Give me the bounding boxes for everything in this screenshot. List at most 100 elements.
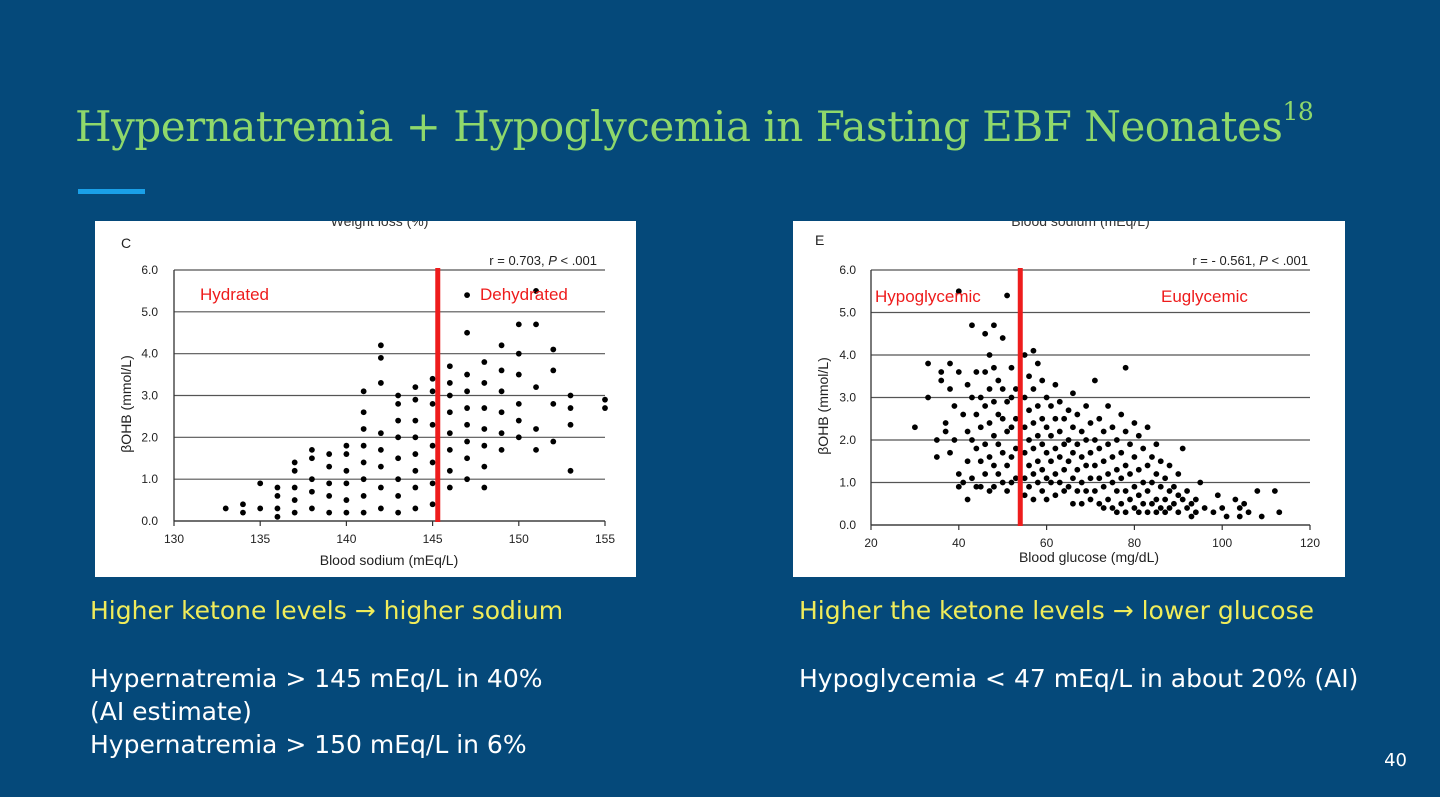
chart2-data-point	[1179, 445, 1186, 452]
chart2-data-point	[1021, 449, 1028, 456]
chart2-data-point	[1043, 394, 1050, 401]
chart2-x-tick-label: 60	[1040, 536, 1054, 550]
chart2-data-point	[1074, 466, 1081, 473]
chart2-data-point	[1004, 292, 1010, 299]
chart2-data-point	[1105, 471, 1111, 477]
chart2-data-point	[969, 475, 975, 482]
chart1-data-point	[429, 400, 436, 407]
chart1-data-point	[481, 426, 488, 432]
chart2-data-point	[964, 458, 971, 465]
chart2-data-point	[1012, 445, 1019, 452]
chart1-data-point	[446, 446, 453, 453]
chart2-data-point	[1122, 509, 1129, 516]
chart2-data-point	[1004, 428, 1010, 435]
chart2-data-point	[1091, 377, 1098, 384]
chart1-data-point	[498, 446, 505, 453]
chart1-region-label: Dehydrated	[480, 285, 568, 304]
title-accent-bar	[78, 189, 145, 194]
chart1-data-point	[429, 388, 436, 395]
chart2-data-point	[1210, 509, 1217, 516]
chart1-data-point	[567, 421, 574, 428]
chart1-data-point	[550, 400, 557, 407]
chart2-data-point	[955, 288, 962, 295]
chart1-data-point	[515, 417, 522, 424]
chart1-data-point	[498, 367, 505, 374]
chart2-data-point	[1030, 445, 1037, 452]
chart2-data-point	[969, 322, 975, 329]
chart1-data-point	[360, 388, 367, 395]
chart1-data-point	[412, 396, 419, 403]
chart1-data-point	[515, 350, 522, 357]
chart2-data-point	[1039, 415, 1046, 422]
chart2-data-point	[995, 441, 1002, 448]
chart2-data-point	[999, 386, 1006, 392]
chart1-data-point	[429, 375, 436, 382]
chart2-data-point	[1087, 449, 1094, 456]
chart2-data-point	[1030, 347, 1037, 354]
chart1-data-point	[377, 430, 384, 437]
chart1-data-point	[464, 421, 470, 428]
chart2-data-point	[1091, 462, 1098, 469]
chart1-data-point	[481, 442, 488, 449]
chart2-data-point	[947, 360, 953, 367]
chart1-data-point	[395, 434, 402, 441]
chart1-y-tick-label: 5.0	[141, 305, 158, 319]
chart2-data-point	[1043, 496, 1050, 503]
chart1-data-point	[429, 421, 436, 428]
chart2-x-tick-label: 80	[1128, 536, 1142, 550]
chart1-data-point	[533, 321, 539, 328]
chart2-data-point	[1118, 500, 1125, 507]
chart1-data-point	[309, 476, 315, 483]
chart2-data-point	[1157, 505, 1164, 511]
chart2-data-point	[1052, 381, 1059, 388]
chart-sodium-vs-ketone: Weight loss (%) C 0.0 1.0 2.0 3.0 4.0 5.0 6.0 130…	[118, 221, 615, 568]
chart1-data-point	[429, 480, 436, 487]
chart1-data-point	[446, 430, 453, 437]
chart2-data-point	[1034, 458, 1041, 465]
chart2-data-point	[973, 483, 980, 490]
chart2-data-point	[973, 411, 980, 418]
chart2-data-point	[1070, 390, 1076, 397]
chart1-data-point	[360, 459, 367, 466]
chart2-data-point	[1135, 432, 1142, 439]
chart2-data-point	[1039, 377, 1046, 384]
chart2-data-point	[1131, 454, 1138, 460]
chart2-data-point	[977, 458, 984, 465]
chart1-data-point	[446, 363, 453, 370]
chart2-data-point	[1100, 505, 1107, 511]
chart2-data-point	[1039, 441, 1046, 448]
chart2-data-point	[1091, 437, 1098, 443]
left-caption-line-3: Hypernatremia > 150 mEq/L in 6%	[90, 730, 527, 759]
chart1-y-tick-label: 3.0	[141, 389, 158, 403]
chart2-data-point	[1219, 505, 1226, 511]
chart2-data-point	[1030, 471, 1037, 477]
chart2-data-point	[1083, 437, 1090, 443]
chart1-data-point	[377, 505, 384, 512]
right-caption-highlight: Higher the ketone levels → lower glucose	[799, 596, 1314, 625]
chart2-data-point	[999, 415, 1006, 422]
chart2-data-point	[1087, 420, 1094, 426]
chart1-data-point	[274, 513, 281, 520]
chart2-data-point	[1131, 420, 1138, 426]
chart2-data-point	[1012, 386, 1019, 392]
chart2-stat-text: r = - 0.561, P < .001	[1192, 253, 1308, 268]
chart2-data-point	[1236, 505, 1243, 511]
chart2-data-point	[1052, 445, 1059, 452]
chart1-data-point	[360, 476, 367, 483]
chart1-data-point	[515, 400, 522, 407]
chart2-data-point	[1091, 488, 1098, 494]
chart2-data-point	[1105, 403, 1111, 409]
chart2-data-point	[1048, 432, 1054, 439]
chart2-data-point	[1184, 505, 1190, 511]
chart2-data-point	[1065, 483, 1072, 490]
chart2-data-point	[925, 394, 931, 401]
chart2-data-point	[1171, 483, 1177, 490]
chart2-data-point	[1113, 509, 1120, 516]
chart1-data-point	[395, 493, 402, 499]
chart2-data-point	[1131, 505, 1138, 511]
chart2-data-point	[1026, 483, 1032, 490]
chart2-data-point	[986, 420, 993, 426]
chart2-data-point	[1061, 415, 1068, 422]
chart1-data-point	[498, 342, 505, 349]
chart2-data-point	[1214, 492, 1221, 499]
